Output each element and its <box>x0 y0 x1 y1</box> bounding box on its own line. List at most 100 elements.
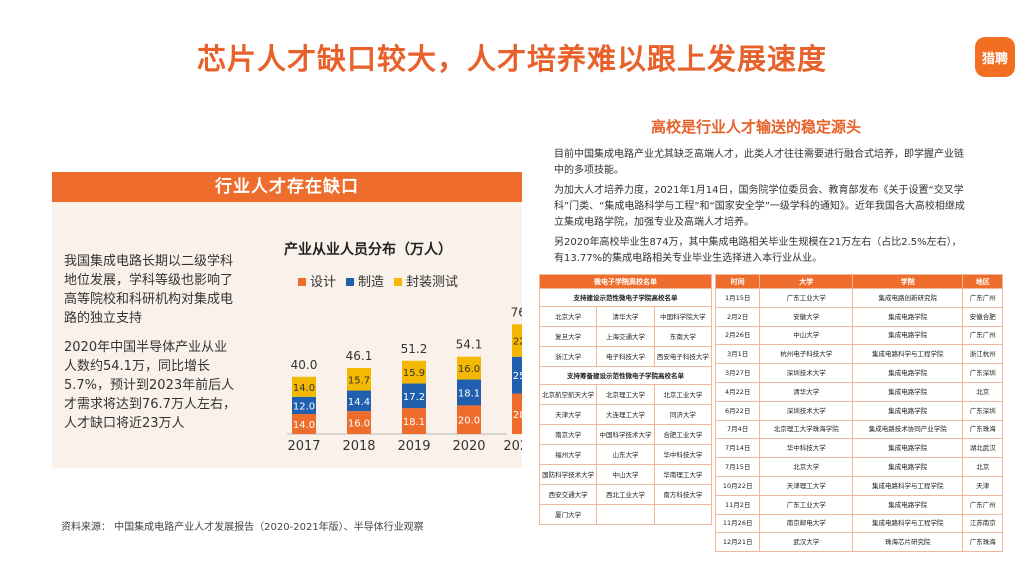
table-header-cell: 大学 <box>759 274 854 289</box>
table-row: 北京大学 清华大学 中国科学院大学 <box>538 306 713 327</box>
legend-swatch-design <box>298 278 306 286</box>
table-cell: 华中科技大学 <box>653 444 713 465</box>
table-header: 微电子学院高校名单 <box>539 274 712 289</box>
legend-item-design: 设计 <box>298 271 336 290</box>
ic-colleges-timeline-table: 时间 大学 学院 地区 1月15日 广东工业大学 集成电路创新研究院 广东广州 2月2日 安徽大学… <box>714 274 1003 553</box>
table-row: 6月22日 深圳技术大学 集成电路学院 广东深圳 <box>714 400 1003 421</box>
bar-label-2017-series-2: 14.0 <box>293 383 315 394</box>
total-label-2019: 51.2 <box>401 342 428 356</box>
table-cell: 10月22日 <box>714 475 761 496</box>
table-cell: 中山大学 <box>596 464 655 485</box>
table-row: 天津大学 大连理工大学 同济大学 <box>538 404 713 425</box>
table-cell: 2月2日 <box>714 306 761 327</box>
bar-label-2019-series-0: 18.1 <box>403 417 425 428</box>
table-cell: 11月26日 <box>714 513 761 534</box>
bar-2017-series-2 <box>292 376 316 397</box>
table-cell: 江苏南京 <box>962 513 1003 534</box>
bar-2018-series-0 <box>347 411 371 434</box>
table-row: 7月14日 华中科技大学 集成电路学院 湖北武汉 <box>714 438 1003 459</box>
table-cell: 集成电路创新研究院 <box>852 288 964 308</box>
table-cell: 华南理工大学 <box>653 464 713 485</box>
table-row: 2月2日 安徽大学 集成电路学院 安徽合肥 <box>714 306 1003 327</box>
table-cell: 集成电路技术协同产业学院 <box>852 419 964 440</box>
table-cell: 复旦大学 <box>538 326 598 347</box>
table-header-cell: 学院 <box>852 274 964 289</box>
bar-2020-series-0 <box>457 405 481 434</box>
universities-paragraph-3: 另2020年高校毕业生874万，其中集成电路相关毕业生规模在21万左右（占比2.… <box>554 237 962 264</box>
bar-2020-series-1 <box>457 379 481 406</box>
table-cell: 北京航空航天大学 <box>538 384 598 405</box>
table-header-row: 时间 大学 学院 地区 <box>714 274 1003 289</box>
table-cell: 南京邮电大学 <box>759 513 854 534</box>
table-cell: 浙江杭州 <box>962 344 1003 365</box>
table-cell: 广东深圳 <box>962 363 1003 383</box>
table-cell: 北京理工大学 <box>596 384 655 405</box>
table-cell: 深圳技术大学 <box>759 400 854 421</box>
table-cell: 合肥工业大学 <box>653 424 713 445</box>
table-cell: 南京大学 <box>538 424 598 445</box>
x-tick-2017: 2017 <box>287 439 320 454</box>
bar-2018-series-2 <box>347 368 371 391</box>
talent-gap-panel: 行业人才存在缺口 我国集成电路长期以二级学科地位发展，学科等级也影响了高等院校和… <box>52 172 522 468</box>
table-row: 12月21日 武汉大学 珠海芯片研究院 广东珠海 <box>714 532 1003 553</box>
table-cell: 北京大学 <box>759 457 854 477</box>
table-row: 3月1日 杭州电子科技大学 集成电路科学与工程学院 浙江杭州 <box>714 344 1003 365</box>
bar-2019-series-0 <box>402 408 426 434</box>
table-cell: 西北工业大学 <box>596 484 655 505</box>
table-cell: 天津理工大学 <box>759 475 854 496</box>
table-cell: 北京大学 <box>538 306 598 327</box>
table-cell: 湖北武汉 <box>962 438 1003 459</box>
table-row: 10月22日 天津理工大学 集成电路科学与工程学院 天津 <box>714 475 1003 496</box>
talent-gap-paragraph-2: 2020年中国半导体产业从业人数约54.1万，同比增长5.7%，预计到2023年… <box>64 340 236 431</box>
legend-swatch-packaging <box>394 278 403 286</box>
table-row: 复旦大学 上海交通大学 东南大学 <box>538 326 713 347</box>
total-label-2018: 46.1 <box>346 349 373 363</box>
table-row: 7月15日 北京大学 集成电路学院 北京 <box>714 457 1003 477</box>
bar-2019-series-2 <box>402 360 426 384</box>
table-cell: 北京理工大学珠海学院 <box>759 419 854 440</box>
universities-paragraph-1: 目前中国集成电路产业尤其缺乏高端人才，此类人才往往需要进行融合式培养，即学握产业… <box>554 149 964 176</box>
table-cell: 6月22日 <box>714 400 761 421</box>
table-cell: 国防科学技术大学 <box>538 464 598 485</box>
bar-label-2019-series-2: 15.9 <box>403 368 425 379</box>
table-cell <box>653 504 713 525</box>
x-tick-2023E: 2023E <box>503 439 522 454</box>
page-title: 芯片人才缺口较大，人才培养难以跟上发展速度 <box>196 42 827 76</box>
bar-label-2018-series-1: 14.4 <box>348 397 370 408</box>
table-cell: 清华大学 <box>596 306 655 327</box>
table-cell: 广东广州 <box>962 494 1003 515</box>
x-tick-2019: 2019 <box>397 439 430 454</box>
microelectronics-colleges-table: 微电子学院高校名单 支持建设示范性微电子学院高校名单 北京大学 清华大学 中国科学院大学… <box>538 274 713 525</box>
table-cell: 山东大学 <box>596 444 655 465</box>
legend-item-manufacturing: 制造 <box>346 271 384 290</box>
liepin-logo: 猎聘 <box>975 37 1015 77</box>
table-subheader-row: 支持建设示范性微电子学院高校名单 <box>539 288 712 307</box>
table-cell: 集成电路科学与工程学院 <box>852 475 964 496</box>
table-cell: 2月26日 <box>714 325 761 346</box>
table-cell: 北京工业大学 <box>653 384 713 405</box>
bar-label-2023E-series-2: 22.7 <box>513 337 522 348</box>
total-label-2023E: 76.7 <box>511 305 522 319</box>
universities-paragraph-2: 为加大人才培养力度，2021年1月14日，国务院学位委员会、教育部发布《关于设置… <box>554 185 965 228</box>
table-cell: 3月27日 <box>714 363 761 383</box>
table-row: 南京大学 中国科学技术大学 合肥工业大学 <box>538 424 713 445</box>
table-cell: 珠海芯片研究院 <box>852 532 964 553</box>
bar-2017-series-0 <box>292 413 316 434</box>
table-cell: 中山大学 <box>759 325 854 346</box>
bar-2019-series-1 <box>402 383 426 409</box>
table-header-cell: 时间 <box>714 274 761 289</box>
talent-gap-header: 行业人才存在缺口 <box>52 172 522 202</box>
table-cell: 厦门大学 <box>538 504 598 525</box>
table-subheader: 支持建设示范性微电子学院高校名单 <box>539 288 712 307</box>
legend-item-packaging: 封装测试 <box>394 271 458 290</box>
table-cell: 南方科技大学 <box>653 484 713 505</box>
chart-legend: 设计 制造 封装测试 <box>298 271 458 290</box>
table-cell <box>596 504 655 525</box>
table-cell: 集成电路学院 <box>852 363 964 383</box>
bar-label-2018-series-2: 15.7 <box>348 375 370 386</box>
table-cell: 集成电路学院 <box>852 381 964 402</box>
table-cell: 7月15日 <box>714 457 761 477</box>
table-row: 北京航空航天大学 北京理工大学 北京工业大学 <box>538 384 713 405</box>
table-cell: 集成电路学院 <box>852 325 964 346</box>
table-subheader-row: 支持筹备建设示范性微电子学院高校名单 <box>539 366 712 385</box>
